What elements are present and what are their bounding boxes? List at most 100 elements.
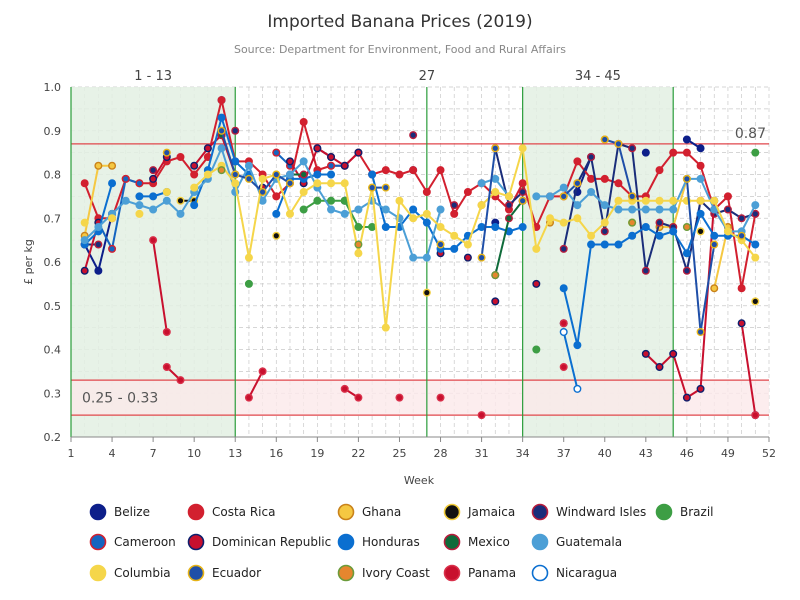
x-tick-label: 52 bbox=[762, 447, 776, 460]
data-point bbox=[629, 232, 636, 239]
data-point bbox=[246, 254, 253, 261]
data-point bbox=[629, 145, 636, 152]
legend-item-ivory-coast[interactable]: Ivory Coast bbox=[339, 566, 431, 581]
data-point bbox=[451, 246, 458, 253]
data-point bbox=[643, 206, 650, 213]
data-point bbox=[615, 180, 622, 187]
data-point bbox=[684, 250, 691, 257]
data-point bbox=[725, 206, 732, 213]
legend-item-nicaragua[interactable]: Nicaragua bbox=[533, 566, 618, 581]
legend-item-brazil[interactable]: Brazil bbox=[657, 505, 714, 520]
data-point bbox=[465, 241, 472, 248]
x-tick-label: 16 bbox=[269, 447, 283, 460]
data-point bbox=[382, 167, 389, 174]
x-tick-label: 25 bbox=[392, 447, 406, 460]
data-point bbox=[588, 241, 595, 248]
y-tick-label: 0.4 bbox=[44, 344, 62, 357]
data-point bbox=[656, 364, 663, 371]
legend-marker bbox=[445, 566, 460, 581]
legend-item-cameroon[interactable]: Cameroon bbox=[91, 535, 176, 550]
data-point bbox=[697, 176, 704, 183]
data-point bbox=[574, 342, 581, 349]
data-point bbox=[273, 171, 280, 178]
data-point bbox=[314, 180, 321, 187]
legend-item-ecuador[interactable]: Ecuador bbox=[189, 566, 262, 581]
data-point bbox=[738, 232, 745, 239]
data-point bbox=[560, 184, 567, 191]
data-point bbox=[656, 219, 663, 226]
data-point bbox=[259, 176, 266, 183]
data-point bbox=[560, 364, 567, 371]
x-tick-label: 46 bbox=[680, 447, 694, 460]
legend-marker bbox=[91, 566, 106, 581]
legend-label: Brazil bbox=[680, 505, 714, 519]
data-point bbox=[656, 232, 663, 239]
data-point bbox=[164, 149, 171, 156]
data-point bbox=[684, 267, 691, 274]
data-point bbox=[752, 298, 759, 305]
data-point bbox=[670, 206, 677, 213]
legend-item-panama[interactable]: Panama bbox=[445, 566, 517, 581]
data-point bbox=[615, 141, 622, 148]
data-point bbox=[300, 206, 307, 213]
legend-item-guatemala[interactable]: Guatemala bbox=[533, 535, 623, 550]
data-point bbox=[246, 281, 253, 288]
data-point bbox=[177, 211, 184, 218]
data-point bbox=[246, 162, 253, 169]
data-point bbox=[643, 267, 650, 274]
legend-marker bbox=[445, 505, 460, 520]
data-point bbox=[752, 241, 759, 248]
legend-label: Ghana bbox=[362, 505, 401, 519]
legend-item-jamaica[interactable]: Jamaica bbox=[445, 505, 516, 520]
data-point bbox=[519, 180, 526, 187]
data-point bbox=[725, 228, 732, 235]
data-point bbox=[437, 394, 444, 401]
data-point bbox=[465, 254, 472, 261]
data-point bbox=[752, 202, 759, 209]
data-point bbox=[519, 189, 526, 196]
data-point bbox=[752, 412, 759, 419]
data-point bbox=[533, 193, 540, 200]
data-point bbox=[273, 211, 280, 218]
data-point bbox=[574, 180, 581, 187]
data-point bbox=[246, 394, 253, 401]
data-point bbox=[684, 176, 691, 183]
data-point bbox=[300, 189, 307, 196]
legend-label: Panama bbox=[468, 566, 516, 580]
legend-item-ghana[interactable]: Ghana bbox=[339, 505, 402, 520]
data-point bbox=[382, 206, 389, 213]
data-point bbox=[588, 232, 595, 239]
legend-marker bbox=[445, 535, 460, 550]
data-point bbox=[506, 215, 513, 222]
legend-item-costa-rica[interactable]: Costa Rica bbox=[189, 505, 276, 520]
legend-item-honduras[interactable]: Honduras bbox=[339, 535, 420, 550]
data-point bbox=[287, 211, 294, 218]
data-point bbox=[656, 197, 663, 204]
data-point bbox=[560, 320, 567, 327]
data-point bbox=[300, 158, 307, 165]
data-point bbox=[164, 197, 171, 204]
data-point bbox=[259, 197, 266, 204]
legend-item-columbia[interactable]: Columbia bbox=[91, 566, 171, 581]
data-point bbox=[314, 145, 321, 152]
data-point bbox=[191, 184, 198, 191]
data-point bbox=[560, 193, 567, 200]
legend-item-dominican-republic[interactable]: Dominican Republic bbox=[189, 535, 332, 550]
legend-label: Belize bbox=[114, 505, 150, 519]
data-point bbox=[136, 202, 143, 209]
data-point bbox=[492, 272, 499, 279]
data-point bbox=[259, 189, 266, 196]
data-point bbox=[410, 167, 417, 174]
data-point bbox=[355, 241, 362, 248]
data-point bbox=[697, 162, 704, 169]
data-point bbox=[697, 211, 704, 218]
legend-item-mexico[interactable]: Mexico bbox=[445, 535, 510, 550]
y-tick-label: 0.9 bbox=[44, 125, 62, 138]
data-point bbox=[697, 197, 704, 204]
data-point bbox=[601, 202, 608, 209]
legend-item-belize[interactable]: Belize bbox=[91, 505, 150, 520]
x-tick-label: 1 bbox=[68, 447, 75, 460]
data-point bbox=[697, 329, 704, 336]
legend-item-windward-isles[interactable]: Windward Isles bbox=[533, 505, 647, 520]
data-point bbox=[492, 176, 499, 183]
